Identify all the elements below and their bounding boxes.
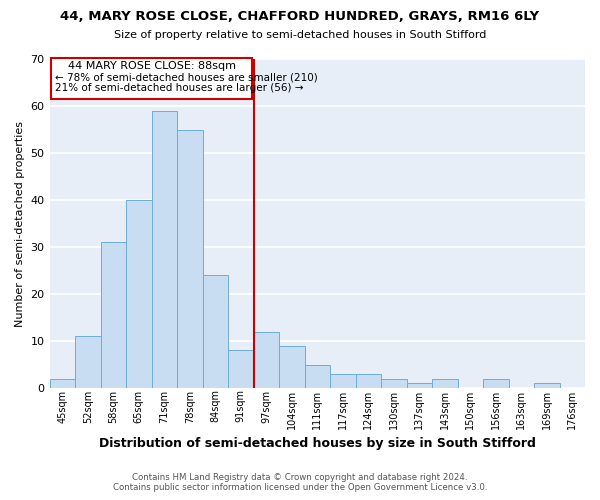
Bar bbox=[330, 374, 356, 388]
Bar bbox=[279, 346, 305, 388]
Text: Contains HM Land Registry data © Crown copyright and database right 2024.
Contai: Contains HM Land Registry data © Crown c… bbox=[113, 473, 487, 492]
Bar bbox=[254, 332, 279, 388]
FancyBboxPatch shape bbox=[51, 58, 252, 99]
Bar bbox=[50, 378, 75, 388]
Bar bbox=[432, 378, 458, 388]
Bar bbox=[126, 200, 152, 388]
Bar bbox=[228, 350, 254, 388]
Bar bbox=[152, 110, 177, 388]
Bar bbox=[305, 364, 330, 388]
Bar bbox=[534, 384, 560, 388]
Bar bbox=[381, 378, 407, 388]
X-axis label: Distribution of semi-detached houses by size in South Stifford: Distribution of semi-detached houses by … bbox=[99, 437, 536, 450]
Bar bbox=[203, 275, 228, 388]
Text: 21% of semi-detached houses are larger (56) →: 21% of semi-detached houses are larger (… bbox=[55, 84, 303, 94]
Text: 44, MARY ROSE CLOSE, CHAFFORD HUNDRED, GRAYS, RM16 6LY: 44, MARY ROSE CLOSE, CHAFFORD HUNDRED, G… bbox=[61, 10, 539, 23]
Bar bbox=[75, 336, 101, 388]
Bar bbox=[407, 384, 432, 388]
Bar bbox=[101, 242, 126, 388]
Text: 44 MARY ROSE CLOSE: 88sqm: 44 MARY ROSE CLOSE: 88sqm bbox=[68, 62, 236, 72]
Bar bbox=[177, 130, 203, 388]
Text: Size of property relative to semi-detached houses in South Stifford: Size of property relative to semi-detach… bbox=[114, 30, 486, 40]
Y-axis label: Number of semi-detached properties: Number of semi-detached properties bbox=[15, 120, 25, 326]
Text: ← 78% of semi-detached houses are smaller (210): ← 78% of semi-detached houses are smalle… bbox=[55, 72, 317, 82]
Bar bbox=[356, 374, 381, 388]
Bar bbox=[483, 378, 509, 388]
